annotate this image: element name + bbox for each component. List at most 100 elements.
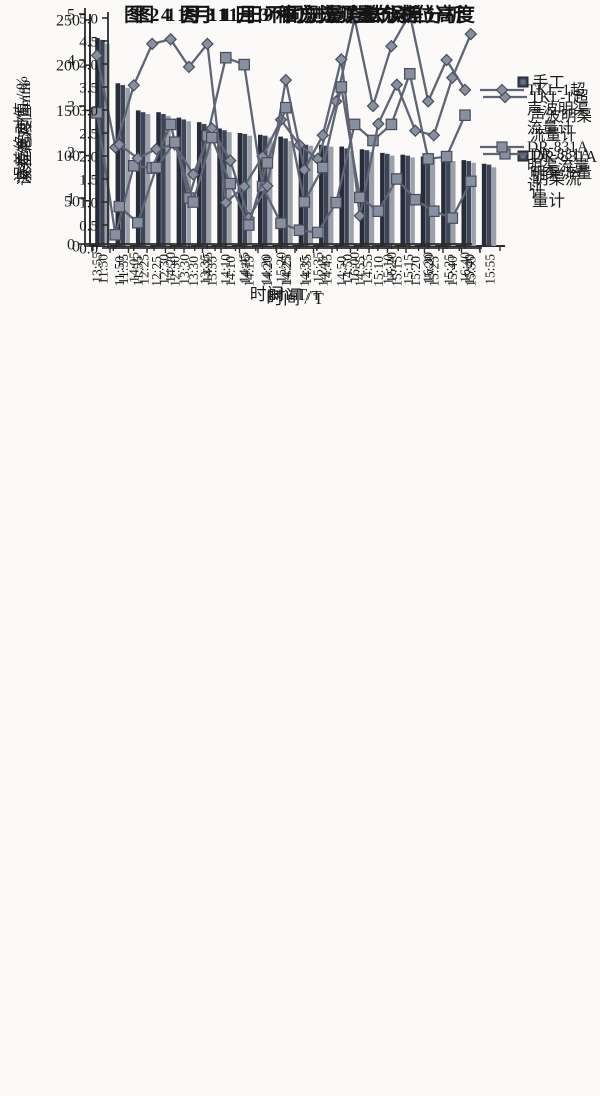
svg-text:200: 200 — [56, 58, 80, 75]
svg-text:13:35: 13:35 — [204, 256, 219, 287]
svg-text:4.0: 4.0 — [79, 58, 98, 74]
svg-text:4.5: 4.5 — [79, 35, 98, 51]
svg-text:16:30: 16:30 — [421, 252, 436, 283]
svg-text:明渠流量: 明渠流量 — [527, 157, 589, 175]
svg-text:2.5: 2.5 — [79, 127, 98, 143]
svg-text:2: 2 — [67, 145, 75, 162]
svg-text:0.0: 0.0 — [79, 242, 98, 258]
svg-text:14:10: 14:10 — [218, 254, 233, 285]
svg-text:15:25: 15:25 — [442, 254, 457, 285]
svg-text:13:55: 13:55 — [90, 252, 105, 283]
svg-text:时间 / T: 时间 / T — [250, 285, 308, 304]
svg-text:15:40: 15:40 — [445, 256, 460, 287]
svg-text:16:00: 16:00 — [347, 252, 362, 283]
svg-text:0: 0 — [67, 237, 75, 254]
svg-text:量计: 量计 — [532, 191, 565, 210]
svg-text:14:20: 14:20 — [260, 256, 275, 287]
svg-text:1.0: 1.0 — [79, 196, 98, 212]
svg-text:计: 计 — [530, 183, 546, 201]
svg-text:13:35: 13:35 — [197, 254, 212, 285]
svg-text:5.0: 5.0 — [79, 12, 98, 28]
svg-text:14:15: 14:15 — [238, 254, 253, 285]
svg-text:14:15: 14:15 — [241, 256, 256, 287]
svg-text:15:35: 15:35 — [310, 252, 325, 283]
svg-text:14:05: 14:05 — [126, 252, 141, 283]
svg-text:3.5: 3.5 — [79, 81, 98, 97]
svg-text:16:20: 16:20 — [384, 252, 399, 283]
svg-text:15:10: 15:10 — [371, 256, 386, 287]
figure3-caption: 图 3 1 月 9 日方法误差分析 — [179, 5, 421, 26]
svg-text:0: 0 — [72, 239, 80, 256]
svg-text:计: 计 — [527, 176, 543, 194]
svg-text:明渠流: 明渠流 — [532, 169, 582, 188]
svg-text:TKL-1超: TKL-1超 — [530, 88, 589, 106]
svg-text:误差绝对值 / %: 误差绝对值 / % — [13, 76, 31, 182]
svg-text:14:55: 14:55 — [360, 254, 375, 285]
svg-text:液位高度 / mm: 液位高度 / mm — [16, 82, 34, 184]
svg-text:15:20: 15:20 — [408, 256, 423, 287]
svg-text:4: 4 — [67, 53, 75, 70]
svg-text:13:30: 13:30 — [186, 256, 201, 287]
svg-text:手工: 手工 — [532, 73, 565, 92]
svg-text:15:20: 15:20 — [421, 254, 436, 285]
svg-text:14:45: 14:45 — [237, 252, 252, 283]
svg-text:15:55: 15:55 — [463, 256, 478, 287]
svg-text:14:45: 14:45 — [315, 256, 330, 287]
svg-text:DR-831A: DR-831A — [532, 147, 597, 166]
svg-text:50: 50 — [64, 193, 80, 210]
svg-text:声波明渠: 声波明渠 — [527, 100, 589, 118]
svg-text:11:50: 11:50 — [96, 254, 111, 284]
svg-text:15:15: 15:15 — [389, 256, 404, 287]
figure2-caption: 图 2 1 月 11 日 3 种方式测量的液位高度 — [124, 5, 476, 26]
svg-text:15:20: 15:20 — [274, 252, 289, 283]
svg-text:流量计: 流量计 — [527, 119, 574, 137]
svg-text:12:25: 12:25 — [149, 256, 164, 287]
svg-text:11:55: 11:55 — [130, 256, 145, 286]
svg-text:误差绝对值 / %: 误差绝对值 / % — [16, 80, 34, 186]
svg-text:11:55: 11:55 — [116, 254, 131, 284]
svg-text:14:55: 14:55 — [352, 256, 367, 287]
svg-text:时间 / T: 时间 / T — [266, 289, 324, 308]
svg-text:13:30: 13:30 — [177, 254, 192, 285]
svg-text:14:10: 14:10 — [223, 256, 238, 287]
svg-text:14:25: 14:25 — [278, 256, 293, 287]
svg-text:11:50: 11:50 — [112, 256, 127, 286]
svg-text:15:10: 15:10 — [381, 254, 396, 285]
svg-text:DR-831A: DR-831A — [530, 146, 592, 163]
svg-text:14:50: 14:50 — [334, 256, 349, 287]
svg-text:12:30: 12:30 — [167, 256, 182, 287]
svg-text:3.0: 3.0 — [79, 104, 98, 120]
svg-text:0.5: 0.5 — [79, 219, 98, 235]
svg-text:250: 250 — [56, 13, 80, 30]
svg-text:15:25: 15:25 — [426, 256, 441, 287]
svg-text:流量计: 流量计 — [530, 126, 577, 144]
svg-text:2.0: 2.0 — [79, 150, 98, 166]
svg-text:1.5: 1.5 — [79, 173, 98, 189]
svg-text:时间 /T: 时间 /T — [268, 287, 322, 300]
svg-text:12:30: 12:30 — [157, 254, 172, 285]
svg-text:14:20: 14:20 — [163, 252, 178, 283]
svg-text:14:20: 14:20 — [258, 254, 273, 285]
svg-text:15:15: 15:15 — [401, 254, 416, 285]
svg-text:15:55: 15:55 — [482, 254, 497, 285]
svg-text:100: 100 — [56, 148, 80, 165]
svg-text:3: 3 — [67, 99, 75, 116]
figure3-line-chart: 0 1 2 3 4 5 误差绝对值 / % 时间 / T 13:55 14:05 14:20 14:3… — [13, 7, 592, 305]
svg-text:16:40: 16:40 — [458, 252, 473, 283]
svg-text:14:35: 14:35 — [297, 256, 312, 287]
svg-text:TKL-1超: TKL-1超 — [527, 81, 586, 99]
svg-text:5: 5 — [67, 7, 75, 24]
svg-text:14:25: 14:25 — [279, 254, 294, 285]
figure4-line-chart: 0.0 0.5 1.0 1.5 2.0 2.5 3.0 3.5 4.0 4.5 5.0 误差绝对值 /… — [16, 12, 589, 309]
svg-text:DR-831A: DR-831A — [527, 139, 589, 156]
svg-text:12:25: 12:25 — [136, 254, 151, 285]
svg-text:明渠流量: 明渠流量 — [530, 164, 592, 182]
svg-text:14:35: 14:35 — [299, 254, 314, 285]
svg-text:14:35: 14:35 — [200, 252, 215, 283]
svg-text:14:45: 14:45 — [320, 254, 335, 285]
figure4-caption: 图 4 1 月 11 日不同测量方法误差分析 — [135, 5, 465, 26]
svg-text:15:40: 15:40 — [462, 254, 477, 285]
svg-text:1: 1 — [67, 191, 75, 208]
svg-text:声波明渠: 声波明渠 — [530, 107, 592, 125]
